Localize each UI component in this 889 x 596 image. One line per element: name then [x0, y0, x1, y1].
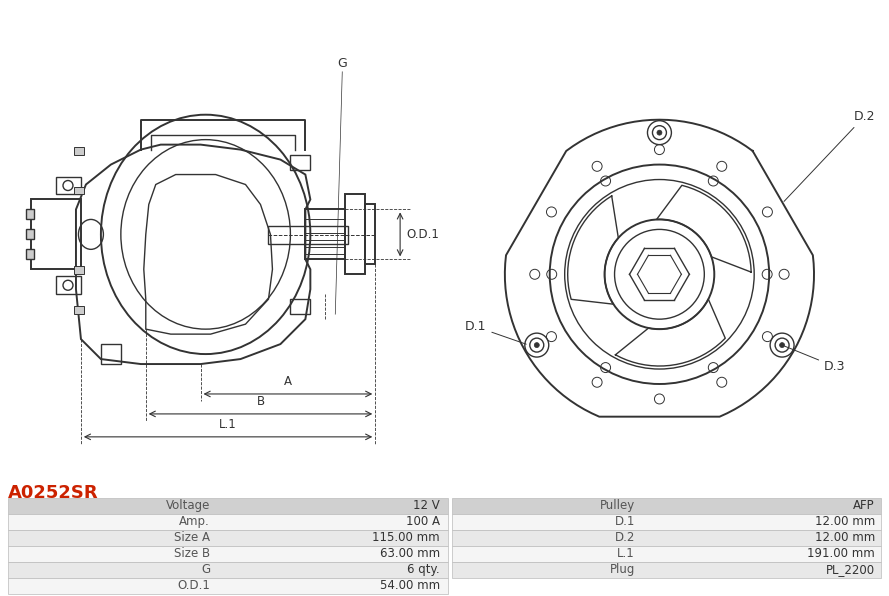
Bar — [291, 154, 310, 169]
Text: D.1: D.1 — [465, 320, 526, 344]
Circle shape — [534, 343, 540, 347]
Text: A: A — [284, 375, 292, 388]
Text: Plug: Plug — [610, 563, 635, 576]
Bar — [291, 299, 310, 314]
Bar — [8, 546, 448, 562]
Circle shape — [780, 343, 785, 347]
Text: G: G — [338, 57, 347, 70]
Text: 12 V: 12 V — [413, 499, 440, 513]
Text: 54.00 mm: 54.00 mm — [380, 579, 440, 592]
Bar — [8, 562, 448, 578]
Bar — [8, 530, 448, 546]
Bar — [74, 147, 84, 154]
Text: L.1: L.1 — [617, 548, 635, 560]
Text: 63.00 mm: 63.00 mm — [380, 548, 440, 560]
Bar — [26, 209, 34, 219]
Text: 12.00 mm: 12.00 mm — [814, 516, 875, 529]
Bar — [8, 514, 448, 530]
Text: A0252SR: A0252SR — [8, 484, 99, 502]
Bar — [8, 498, 448, 514]
Text: L.1: L.1 — [220, 418, 237, 431]
Bar — [56, 277, 81, 294]
Circle shape — [657, 130, 662, 135]
Text: Size A: Size A — [174, 532, 210, 544]
Text: Pulley: Pulley — [600, 499, 635, 513]
Text: D.2: D.2 — [614, 532, 635, 544]
Text: O.D.1: O.D.1 — [406, 228, 439, 241]
Bar — [452, 546, 881, 562]
Text: G: G — [201, 563, 210, 576]
Text: 12.00 mm: 12.00 mm — [814, 532, 875, 544]
Text: Size B: Size B — [174, 548, 210, 560]
Bar — [26, 229, 34, 240]
Text: O.D.1: O.D.1 — [177, 579, 210, 592]
Bar — [74, 266, 84, 274]
Text: 6 qty.: 6 qty. — [407, 563, 440, 576]
Bar — [452, 562, 881, 578]
Bar — [365, 204, 375, 264]
Bar — [452, 498, 881, 514]
Text: B: B — [256, 395, 265, 408]
Text: 100 A: 100 A — [406, 516, 440, 529]
Text: PL_2200: PL_2200 — [826, 563, 875, 576]
Text: D.1: D.1 — [614, 516, 635, 529]
Bar — [345, 194, 365, 274]
Bar — [305, 209, 345, 259]
Text: D.3: D.3 — [785, 346, 845, 373]
Bar — [268, 226, 348, 244]
Text: AFP: AFP — [853, 499, 875, 513]
Text: Amp.: Amp. — [180, 516, 210, 529]
Bar — [26, 249, 34, 259]
Bar — [8, 578, 448, 594]
Text: 191.00 mm: 191.00 mm — [807, 548, 875, 560]
Bar — [74, 187, 84, 194]
Text: 115.00 mm: 115.00 mm — [372, 532, 440, 544]
Bar — [74, 306, 84, 314]
Bar — [100, 344, 121, 364]
Bar — [452, 530, 881, 546]
Bar — [56, 176, 81, 194]
Bar — [452, 514, 881, 530]
Text: Voltage: Voltage — [165, 499, 210, 513]
Text: D.2: D.2 — [784, 110, 876, 201]
